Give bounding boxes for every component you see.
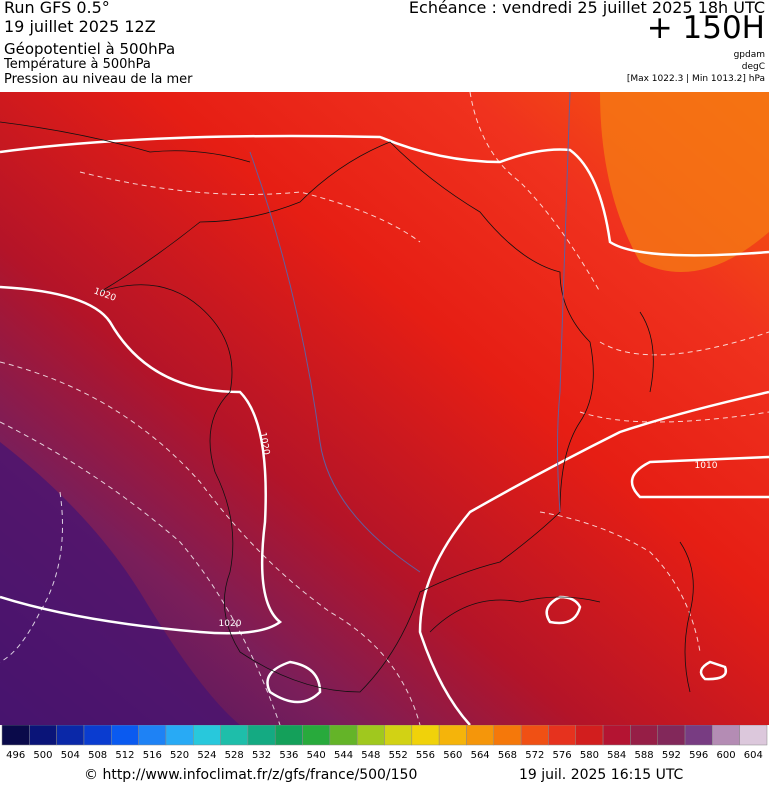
colorbar-swatch [657, 725, 686, 746]
colorbar-label: 580 [580, 750, 599, 761]
colorbar-label: 540 [307, 750, 326, 761]
colorbar-swatch [356, 725, 385, 746]
colorbar-swatch [83, 725, 112, 746]
colorbar-label: 592 [662, 750, 681, 761]
colorbar-swatch [630, 725, 658, 746]
colorbar-label: 512 [115, 750, 134, 761]
colorbar-label: 564 [471, 750, 490, 761]
colorbar-label: 584 [607, 750, 626, 761]
colorbar-swatch [165, 725, 194, 746]
colorbar-swatch [575, 725, 604, 746]
colorbar-label: 588 [635, 750, 654, 761]
colorbar-label: 500 [33, 750, 52, 761]
colorbar-label: 596 [689, 750, 708, 761]
run-date: 19 juillet 2025 12Z [4, 17, 156, 36]
colorbar: 496 500 504 508 512 516 520 524 528 532 536 540 544 5… [1, 725, 768, 761]
colorbar-swatch [520, 725, 549, 746]
colorbar-swatch [411, 725, 440, 746]
colorbar-label: 572 [525, 750, 544, 761]
colorbar-swatch [138, 725, 167, 746]
footer-date: 19 juil. 2025 16:15 UTC [519, 767, 684, 783]
field-title: Température à 500hPa [4, 57, 151, 72]
colorbar-label: 508 [88, 750, 107, 761]
footer-source: © http://www.infoclimat.fr/z/gfs/france/… [84, 767, 418, 783]
colorbar-swatch [493, 725, 522, 746]
colorbar-swatch [466, 725, 495, 746]
borders [0, 121, 694, 693]
colorbar-label: 600 [716, 750, 735, 761]
echeance: Echéance : vendredi 25 juillet 2025 18h … [408, 0, 765, 17]
pressure-range: [Max 1022.3 | Min 1013.2] hPa [626, 74, 765, 84]
contour-label: 1010 [695, 461, 718, 471]
isotherms [0, 92, 769, 725]
colorbar-swatch [220, 725, 249, 746]
colorbar-label: 576 [553, 750, 572, 761]
colorbar-label: 552 [389, 750, 408, 761]
colorbar-swatch [384, 725, 413, 746]
colorbar-swatch [302, 725, 331, 746]
unit: degC [741, 62, 765, 72]
contour-label: 1020 [257, 432, 271, 457]
run-label: Run GFS 0.5° [4, 0, 110, 17]
unit: gpdam [733, 50, 765, 60]
rivers [249, 92, 571, 573]
colorbar-swatch [548, 725, 577, 746]
colorbar-label: 544 [334, 750, 353, 761]
cold-area [0, 442, 240, 725]
colorbar-label: 604 [744, 750, 763, 761]
colorbar-swatch [1, 725, 30, 746]
colorbar-label: 556 [416, 750, 435, 761]
warm-area [600, 92, 769, 272]
colorbar-swatch [602, 725, 631, 746]
colorbar-label: 532 [252, 750, 271, 761]
colorbar-label: 516 [143, 750, 162, 761]
colorbar-label: 504 [61, 750, 80, 761]
colorbar-swatch [684, 725, 713, 746]
isobars [0, 134, 769, 725]
colorbar-label: 548 [361, 750, 380, 761]
colorbar-label: 520 [170, 750, 189, 761]
colorbar-label: 536 [279, 750, 298, 761]
colorbar-swatch [56, 725, 85, 746]
colorbar-swatch [247, 725, 276, 746]
colorbar-swatch [438, 725, 467, 746]
field-title: Géopotentiel à 500hPa [4, 40, 176, 58]
colorbar-swatch [193, 725, 221, 746]
lead-time: + 150H [646, 10, 765, 46]
colorbar-swatch [274, 725, 303, 746]
colorbar-label: 496 [6, 750, 25, 761]
colorbar-swatch [111, 725, 139, 746]
colorbar-label: 560 [443, 750, 462, 761]
field-title: Pression au niveau de la mer [4, 72, 193, 87]
colorbar-swatch [329, 725, 358, 746]
colorbar-swatch [29, 725, 57, 746]
colorbar-swatch [712, 725, 740, 746]
colorbar-label: 568 [498, 750, 517, 761]
colorbar-label: 524 [197, 750, 216, 761]
colorbar-label: 528 [225, 750, 244, 761]
colorbar-swatch [739, 725, 768, 746]
contour-label: 1020 [219, 619, 242, 629]
